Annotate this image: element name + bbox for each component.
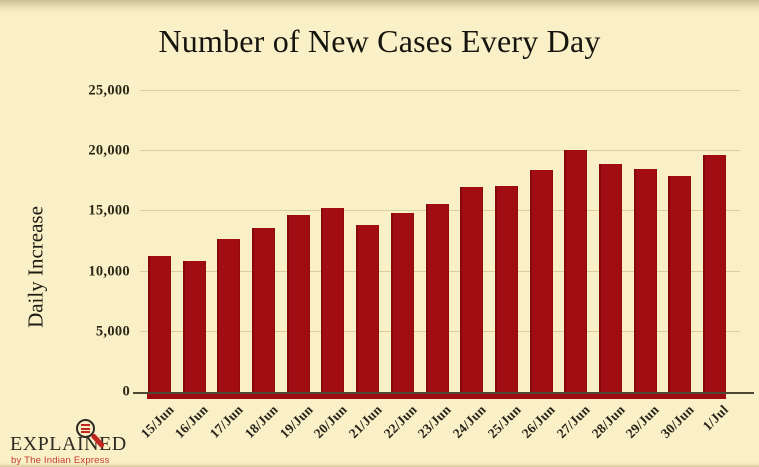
plot-area: 15/Jun 16/Jun 17/Jun 18/Jun 19/Jun 20/Jun 21/J… [88, 83, 754, 441]
y-tick-label: 10,000 [88, 263, 130, 280]
x-tick-label: 23/Jun [415, 402, 455, 442]
x-tick-label: 18/Jun [241, 402, 281, 442]
bar-column: 26/Jun [519, 91, 558, 441]
bar [182, 260, 206, 392]
x-tick-label: 16/Jun [172, 402, 212, 442]
x-tick-label: 30/Jun [657, 402, 697, 442]
bar [529, 170, 553, 392]
x-axis-line [133, 392, 754, 394]
y-tick-label: 0 [122, 383, 130, 400]
y-tick-label: 20,000 [88, 142, 130, 159]
bar-column: 18/Jun [242, 91, 281, 441]
x-tick-label: 22/Jun [380, 402, 420, 442]
chart-title: Number of New Cases Every Day [158, 23, 601, 59]
logo-wordmark: EXPLAINED [10, 433, 127, 455]
bar [425, 204, 449, 392]
magnifier-stripe [81, 424, 90, 426]
y-tick-label: 25,000 [88, 82, 130, 99]
magnifier-stripe [81, 431, 90, 433]
bar [668, 176, 692, 392]
bar-column: 30/Jun [658, 91, 697, 441]
bar-column: 20/Jun [311, 91, 350, 441]
x-tick-label: 25/Jun [484, 402, 524, 442]
magnifier-stripe [81, 427, 90, 430]
logo-tagline: by The Indian Express [11, 455, 110, 466]
y-tick-label: 5,000 [95, 323, 130, 340]
gridline [140, 90, 740, 91]
x-tick-label: 17/Jun [206, 402, 246, 442]
bar-column: 25/Jun [484, 91, 523, 441]
bar [633, 169, 657, 392]
bar-column: 23/Jun [415, 91, 454, 441]
bars-container: 15/Jun 16/Jun 17/Jun 18/Jun 19/Jun 20/Jun 21/J… [138, 91, 740, 441]
x-axis-baseline-strip [147, 394, 726, 399]
x-tick-label: 20/Jun [310, 402, 351, 442]
x-tick-label: 1/Jul [700, 402, 732, 434]
y-axis-title: Daily Increase [23, 206, 48, 328]
bar [390, 212, 414, 392]
bar [217, 239, 241, 392]
bar [321, 207, 345, 392]
x-tick-label: 27/Jun [553, 402, 593, 442]
bar-column: 28/Jun [588, 91, 628, 441]
bar [598, 164, 622, 392]
bar-column: 29/Jun [623, 91, 662, 441]
bar [703, 154, 726, 392]
y-tick-label: 15,000 [88, 202, 130, 219]
explained-logo: EXPLAINED by The Indian Express [10, 419, 160, 466]
x-tick-label: 28/Jun [588, 402, 628, 442]
bar-column: 16/Jun [172, 91, 211, 441]
bar-column: 19/Jun [276, 91, 315, 441]
x-tick-label: 19/Jun [276, 402, 316, 442]
bar [356, 224, 380, 392]
bar-column: 15/Jun [138, 91, 177, 441]
bar [494, 186, 518, 392]
magnifier-icon [76, 419, 95, 438]
x-tick-label: 24/Jun [449, 402, 489, 442]
x-tick-label: 21/Jun [345, 402, 385, 442]
bar-column: 22/Jun [380, 91, 419, 441]
bar [252, 228, 276, 392]
bottom-edge-shading [0, 463, 759, 467]
gridline [140, 150, 740, 152]
bar-column: 17/Jun [207, 91, 246, 441]
bar-column: 24/Jun [450, 91, 489, 441]
bar [148, 255, 171, 392]
x-tick-label: 26/Jun [519, 402, 559, 442]
bar-column: 27/Jun [554, 91, 593, 441]
bar-column: 1/Jul [700, 91, 732, 433]
bar-column: 21/Jun [346, 91, 385, 441]
bar [460, 187, 484, 392]
top-edge-shading [0, 0, 759, 13]
x-tick-label: 29/Jun [623, 402, 663, 442]
bar [286, 215, 310, 392]
bar [564, 150, 588, 392]
